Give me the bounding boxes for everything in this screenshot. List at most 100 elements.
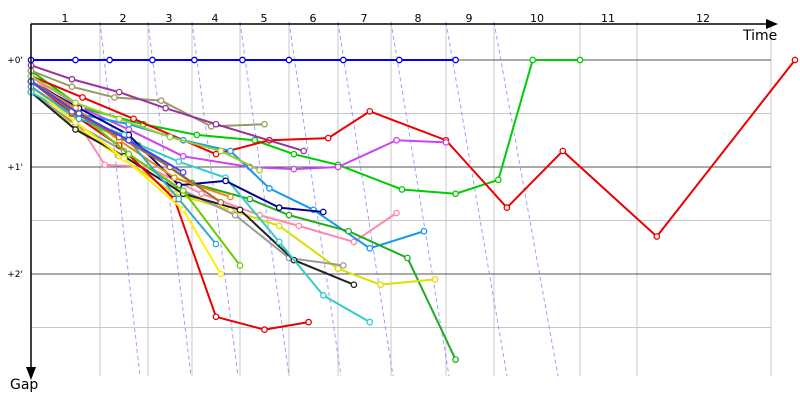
x-tick-label: 4 xyxy=(212,12,219,25)
data-point xyxy=(175,158,183,165)
data-point xyxy=(350,281,358,289)
data-point xyxy=(398,186,406,193)
lap-guide-line xyxy=(288,21,342,377)
lap-guides xyxy=(99,21,559,377)
y-tick-label: +1' xyxy=(7,163,23,173)
data-point xyxy=(452,190,459,198)
x-tick-label: 5 xyxy=(261,12,268,25)
data-point xyxy=(101,161,109,169)
x-tick-labels: 1 2 3 4 5 6 7 8 9 10 11 12 xyxy=(62,12,711,25)
x-tick-label: 11 xyxy=(601,12,615,25)
lap-guide-line xyxy=(445,21,508,377)
data-point xyxy=(404,254,411,262)
data-point xyxy=(452,56,459,64)
data-point xyxy=(68,75,76,83)
x-tick-label: 6 xyxy=(310,12,317,25)
data-point xyxy=(198,190,205,198)
data-point xyxy=(175,195,183,203)
data-point xyxy=(212,150,220,158)
data-point xyxy=(149,56,156,64)
data-point xyxy=(420,227,428,235)
data-point xyxy=(319,292,327,299)
x-tick-label: 3 xyxy=(166,12,173,25)
data-point xyxy=(72,126,79,133)
data-point xyxy=(106,56,113,64)
data-point xyxy=(251,136,259,144)
data-point xyxy=(295,222,303,230)
data-point xyxy=(79,94,86,101)
data-point xyxy=(393,209,400,217)
series-line xyxy=(30,64,304,152)
data-point xyxy=(179,206,187,214)
data-point xyxy=(339,262,347,269)
x-axis-arrow xyxy=(766,19,778,29)
data-point xyxy=(494,176,502,184)
data-point xyxy=(334,265,342,272)
data-point xyxy=(246,195,254,203)
data-point xyxy=(157,97,165,105)
data-point xyxy=(275,222,283,230)
data-point xyxy=(366,108,374,115)
y-tick-label: +0' xyxy=(7,56,23,66)
x-axis-title: Time xyxy=(742,28,777,44)
data-point xyxy=(559,147,567,155)
minor-gridlines xyxy=(30,22,772,376)
data-point xyxy=(529,56,537,64)
x-tick-label: 7 xyxy=(361,12,368,25)
data-point xyxy=(339,56,347,64)
x-tick-label: 1 xyxy=(62,12,69,25)
data-point xyxy=(68,83,76,91)
data-point xyxy=(162,104,169,112)
lap-guide-line xyxy=(390,21,450,377)
data-point xyxy=(285,56,293,64)
data-point xyxy=(217,147,225,155)
data-point xyxy=(236,206,244,214)
y-tick-labels: +0' +1' +2' xyxy=(7,56,23,280)
y-axis-arrow xyxy=(26,367,36,380)
data-point xyxy=(576,56,584,64)
data-point xyxy=(179,152,187,160)
data-point xyxy=(300,147,308,155)
data-point xyxy=(442,139,450,146)
series-line xyxy=(30,59,796,238)
lap-guide-line xyxy=(337,21,394,377)
data-point xyxy=(261,120,268,128)
series-line xyxy=(30,75,398,243)
data-point xyxy=(193,131,201,139)
lap-guide-line xyxy=(493,21,559,377)
data-point xyxy=(324,134,332,142)
data-point xyxy=(236,262,244,269)
x-tick-label: 8 xyxy=(415,12,422,25)
data-point xyxy=(125,136,133,144)
axes xyxy=(26,19,778,380)
data-point xyxy=(366,318,374,326)
x-tick-label: 2 xyxy=(120,12,127,25)
x-tick-label: 12 xyxy=(696,12,710,25)
data-point xyxy=(653,233,661,240)
data-point xyxy=(227,193,234,201)
lap-guide-line xyxy=(239,21,290,377)
x-tick-label: 9 xyxy=(466,12,473,25)
data-point xyxy=(366,244,374,252)
data-point xyxy=(72,99,79,107)
data-point xyxy=(171,174,178,182)
data-point xyxy=(212,240,220,248)
data-point xyxy=(350,238,358,246)
data-point xyxy=(222,177,229,185)
x-tick-label: 10 xyxy=(530,12,544,25)
data-point xyxy=(130,115,137,123)
data-point xyxy=(395,56,403,64)
data-point xyxy=(285,211,293,219)
data-point xyxy=(431,275,439,283)
data-point xyxy=(256,166,263,174)
data-point xyxy=(275,204,283,212)
data-point xyxy=(115,115,123,123)
data-point xyxy=(319,208,327,216)
data-point xyxy=(111,94,118,101)
series-line xyxy=(30,80,184,174)
data-point xyxy=(791,56,799,64)
series-line xyxy=(30,85,457,361)
series-line xyxy=(30,80,425,250)
data-point xyxy=(231,211,239,219)
